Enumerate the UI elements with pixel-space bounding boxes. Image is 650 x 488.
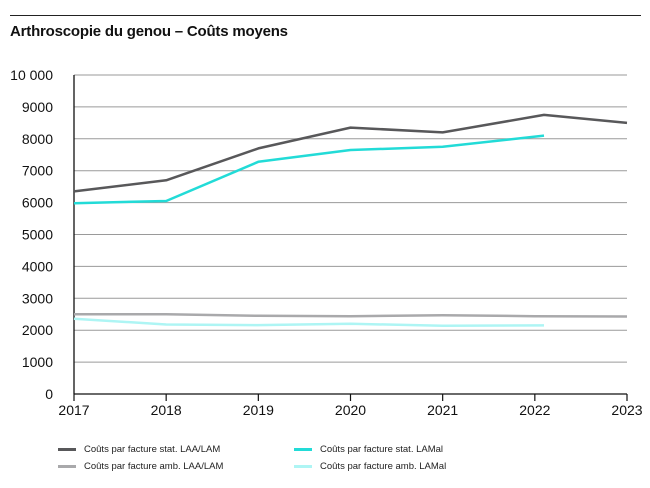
legend: Coûts par facture stat. LAA/LAM Coûts pa… [58, 441, 618, 481]
y-tick-label: 4000 [22, 258, 53, 274]
series-line-amb-lamal [73, 317, 545, 327]
legend-swatch [58, 464, 76, 468]
x-tick-label: 2018 [151, 402, 182, 418]
x-tick-label: 2017 [58, 402, 89, 418]
y-tick-label: 6000 [22, 195, 53, 211]
y-tick-label: 9000 [22, 99, 53, 115]
y-tick-label: 1000 [22, 354, 53, 370]
x-tick-label: 2019 [243, 402, 274, 418]
legend-item[interactable]: Coûts par facture amb. LAMal [294, 458, 446, 474]
y-tick-label: 2000 [22, 322, 53, 338]
y-tick-label: 7000 [22, 163, 53, 179]
y-tick-label: 5000 [22, 227, 53, 243]
legend-label: Coûts par facture amb. LAA/LAM [84, 460, 224, 472]
x-tick-label: 2021 [427, 402, 458, 418]
y-tick-label: 0 [45, 386, 53, 402]
legend-label: Coûts par facture amb. LAMal [320, 460, 447, 472]
chart-title: Arthroscopie du genou – Coûts moyens [10, 23, 288, 40]
line-chart: 0 1000 2000 3000 4000 5000 6000 7000 8000 9000 10 … [10, 67, 643, 418]
legend-swatch [294, 447, 312, 451]
legend-swatch [58, 447, 76, 451]
y-axis-ticks: 0 1000 2000 3000 4000 5000 6000 7000 8000 9000 10 … [10, 67, 53, 402]
x-tick-label: 2020 [335, 402, 366, 418]
x-tick-label: 2023 [611, 402, 642, 418]
y-tick-label: 3000 [22, 290, 53, 306]
x-tick-label: 2022 [519, 402, 550, 418]
series-line-stat-laa-lam [73, 113, 628, 193]
x-axis-ticks: 2017 2018 2019 2020 2021 2022 2023 [58, 394, 643, 418]
y-tick-label: 8000 [22, 131, 53, 147]
legend-item[interactable]: Coûts par facture stat. LAMal [294, 441, 443, 457]
y-tick-label: 10 000 [10, 67, 53, 83]
legend-swatch [294, 464, 312, 468]
series-line-stat-lamal [73, 134, 545, 205]
series-line-amb-laa-lam [74, 313, 628, 318]
series-lines [73, 113, 628, 327]
legend-item[interactable]: Coûts par facture stat. LAA/LAM [58, 441, 220, 457]
legend-item[interactable]: Coûts par facture amb. LAA/LAM [58, 458, 223, 474]
legend-label: Coûts par facture stat. LAA/LAM [84, 443, 221, 455]
top-rule [10, 15, 641, 16]
legend-label: Coûts par facture stat. LAMal [320, 443, 444, 455]
grid-lines [74, 74, 627, 363]
